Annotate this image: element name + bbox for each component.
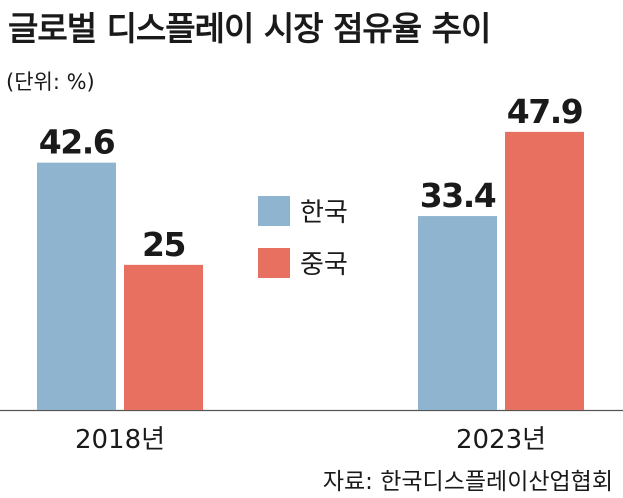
bar-한국-2023년 [418,216,497,410]
category-label-2018년: 2018년 [75,425,165,455]
legend-swatch-한국 [258,196,290,226]
data-label-중국-2018년: 25 [142,225,185,264]
data-label-한국-2023년: 33.4 [420,176,496,215]
data-label-중국-2023년: 47.9 [507,92,582,131]
legend-label-중국: 중국 [300,250,348,280]
unit-note: (단위: %) [6,70,95,94]
source-note: 자료: 한국디스플레이산업협회 [322,469,613,495]
bar-중국-2023년 [505,131,584,410]
category-label-2023년: 2023년 [456,425,546,455]
chart-title: 글로벌 디스플레이 시장 점유율 추이 [8,9,491,48]
legend-swatch-중국 [258,248,290,278]
bar-중국-2018년 [124,264,203,410]
data-label-한국-2018년: 42.6 [39,123,115,162]
legend-label-한국: 한국 [300,198,348,228]
bar-한국-2018년 [37,162,116,410]
